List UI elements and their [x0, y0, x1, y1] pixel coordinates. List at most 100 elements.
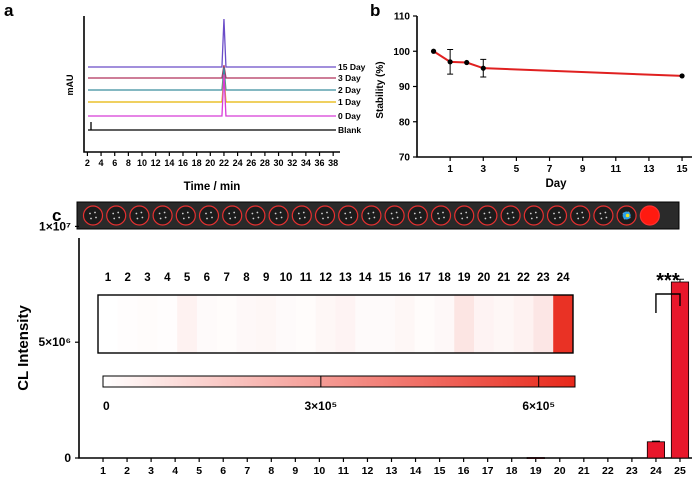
well-speck	[582, 216, 585, 219]
well-speck	[483, 212, 486, 215]
chart-a-xtick-label: 8	[126, 158, 131, 168]
well-speck	[368, 217, 371, 220]
well-speck	[554, 217, 556, 220]
chart-a-series-line	[88, 18, 336, 68]
well-speck	[274, 212, 277, 215]
heatmap-column-label: 20	[478, 272, 491, 284]
heatmap-cell	[177, 295, 198, 353]
well-speck	[466, 216, 469, 219]
chart-a-xtick-label: 30	[274, 158, 284, 168]
chart-b-xtick-label: 9	[580, 164, 586, 175]
heatmap-cell	[216, 295, 237, 353]
heatmap-cell	[295, 295, 317, 353]
chart-b-xtick-label: 15	[676, 164, 688, 175]
chart-c-ytick-label: 1×10⁷	[39, 219, 71, 233]
well-speck	[257, 216, 260, 219]
well-speck	[577, 217, 580, 220]
well-circle	[338, 205, 359, 226]
chart-b-point	[480, 65, 486, 71]
significance-bracket: ***	[655, 270, 681, 313]
well-speck	[181, 212, 184, 215]
well-speck	[187, 216, 190, 219]
well-circle	[570, 205, 591, 226]
chart-a-xtick-label: 18	[192, 158, 202, 168]
heatmap-cell	[98, 295, 119, 353]
well-circle	[384, 205, 405, 226]
heatmap-cell	[414, 295, 435, 353]
chart-c-bar	[526, 457, 545, 459]
chart-c-ylabel: CL Intensity	[15, 305, 32, 391]
chart-c-xtick-label: 7	[244, 465, 250, 477]
well-speck	[118, 216, 121, 219]
heatmap-cell	[474, 295, 495, 353]
well-circle	[454, 205, 475, 226]
well-speck	[136, 217, 139, 220]
well-speck	[465, 211, 468, 214]
chart-b-ytick-label: 70	[399, 153, 411, 164]
well-circle	[82, 205, 104, 226]
well-speck	[418, 211, 421, 214]
heatmap-column-label: 23	[537, 272, 550, 284]
well-speck	[581, 211, 584, 214]
heatmap-column-label: 10	[280, 272, 293, 284]
chart-c-xtick-label: 17	[482, 465, 494, 477]
colorbar: 0 3×10⁵ 6×10⁵	[102, 375, 576, 413]
chart-c-xtick-label: 4	[172, 465, 178, 477]
chart-c-xtick-label: 22	[602, 465, 614, 477]
chart-a-xtick-label: 14	[164, 158, 174, 168]
well-speck	[604, 211, 607, 214]
chart-b-xlabel: Day	[545, 178, 567, 190]
heatmap-column-label: 2	[124, 272, 130, 284]
well-speck	[164, 216, 167, 219]
heatmap-column-label: 15	[379, 272, 392, 284]
panel-b-chart: Stability (%) Day 1 3 5 7 9 11 13 1570809010011…	[375, 12, 692, 190]
chart-a-series-line	[88, 74, 336, 117]
chart-c-bar	[670, 281, 690, 459]
chart-b-xtick-label: 13	[643, 164, 655, 175]
chart-c-xtick-label: 1	[100, 465, 106, 477]
chart-c-xtick-label: 10	[314, 465, 326, 477]
well-speck	[442, 211, 444, 214]
chart-b-ylabel: Stability (%)	[375, 61, 386, 118]
heatmap-column-label: 16	[398, 272, 411, 284]
heatmap-column-label: 19	[458, 272, 471, 284]
chart-a-xtick-label: 38	[328, 158, 338, 168]
well-speck	[234, 216, 237, 219]
chart-a-xtick-label: 12	[151, 158, 161, 168]
heatmap-column-label: 18	[438, 272, 451, 284]
chart-c-xtick-label: 12	[362, 465, 374, 477]
well-speck	[228, 212, 231, 215]
well-speck	[461, 217, 464, 220]
chart-c-errorbar	[675, 278, 684, 282]
heatmap-cell	[236, 295, 257, 353]
chart-c-xtick-label: 13	[386, 465, 398, 477]
well-speck	[280, 216, 283, 219]
chart-c-xtick-label: 5	[196, 465, 202, 477]
well-circle	[314, 205, 336, 226]
well-speck	[302, 211, 305, 214]
well-speck	[140, 211, 143, 214]
chart-a-legend-label: 3 Day	[338, 73, 361, 83]
well-speck	[367, 212, 370, 215]
well-circle	[593, 205, 614, 226]
well-speck	[117, 211, 120, 214]
well-speck	[372, 211, 375, 214]
chart-a-xlabel: Time / min	[184, 181, 241, 193]
heatmap-column-label: 1	[105, 272, 112, 284]
colorbar-tick-label: 6×10⁵	[522, 399, 555, 413]
chart-a-legend-label: 2 Day	[338, 85, 361, 95]
well-speck	[396, 216, 399, 219]
chart-b-xtick-label: 11	[611, 164, 622, 175]
chart-b-point	[679, 73, 685, 79]
well-speck	[350, 216, 353, 219]
chart-a-xtick-label: 28	[260, 158, 270, 168]
well-speck	[90, 217, 92, 220]
well-speck	[349, 211, 352, 214]
heatmap-column-label: 3	[144, 272, 150, 284]
heatmap-cell	[375, 295, 396, 353]
colorbar-tick-label: 0	[103, 399, 110, 413]
chart-c-xtick-label: 15	[434, 465, 446, 477]
chart-b-point	[430, 48, 437, 54]
chart-c-ytick-label: 5×10⁶	[38, 335, 71, 349]
well-speck	[321, 212, 323, 215]
